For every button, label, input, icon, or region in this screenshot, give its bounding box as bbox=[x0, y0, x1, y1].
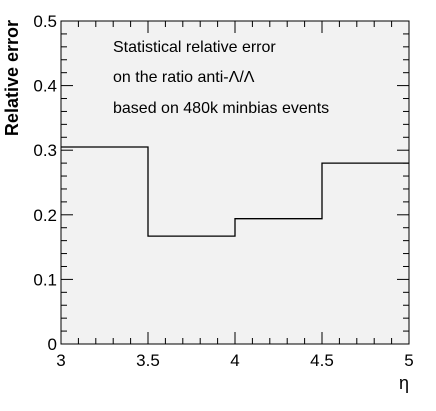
x-tick-label: 4.5 bbox=[310, 351, 334, 370]
annotation-line-1: Statistical relative error bbox=[113, 39, 276, 56]
annotation-line-2: on the ratio anti-Λ/Λ bbox=[113, 69, 255, 86]
y-tick-label: 0.1 bbox=[33, 270, 57, 289]
ticks bbox=[60, 20, 410, 345]
x-tick-label: 3.5 bbox=[136, 351, 160, 370]
x-axis-title: η bbox=[399, 373, 409, 393]
y-tick-label: 0.3 bbox=[33, 141, 57, 160]
tick-labels: 3 3.5 4 4.5 5 0 0.1 0.2 0.3 0.4 0.5 bbox=[33, 12, 413, 370]
plot-frame bbox=[60, 20, 410, 345]
annotation-line-3: based on 480k minbias events bbox=[113, 100, 329, 117]
x-tick-label: 4 bbox=[230, 351, 239, 370]
y-tick-label: 0.5 bbox=[33, 12, 57, 31]
y-tick-label: 0.4 bbox=[33, 77, 57, 96]
y-tick-label: 0 bbox=[48, 335, 57, 354]
y-axis-title: Relative error bbox=[2, 20, 22, 136]
x-tick-label: 5 bbox=[404, 351, 413, 370]
y-tick-label: 0.2 bbox=[33, 206, 57, 225]
step-line bbox=[61, 146, 409, 237]
x-tick-label: 3 bbox=[56, 351, 65, 370]
